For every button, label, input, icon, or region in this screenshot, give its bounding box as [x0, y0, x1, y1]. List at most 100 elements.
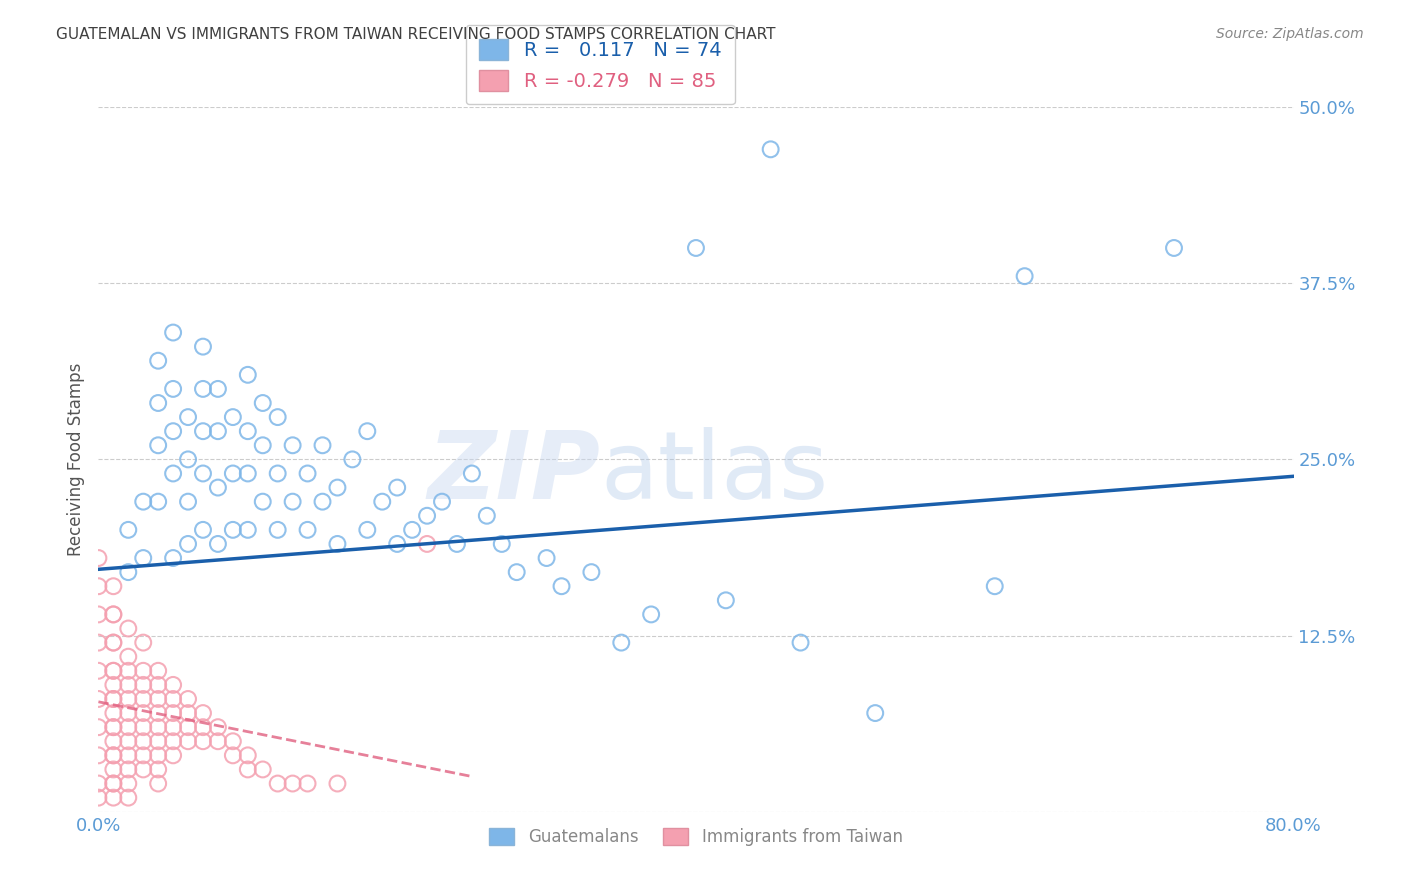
Text: atlas: atlas — [600, 427, 828, 519]
Point — [461, 467, 484, 481]
Point — [371, 494, 394, 508]
Point — [132, 551, 155, 566]
Point — [87, 579, 110, 593]
Point — [281, 438, 304, 452]
Point — [177, 720, 200, 734]
Point — [148, 353, 170, 368]
Point — [789, 635, 811, 649]
Point — [103, 734, 125, 748]
Point — [267, 467, 290, 481]
Point — [117, 734, 139, 748]
Text: Source: ZipAtlas.com: Source: ZipAtlas.com — [1216, 27, 1364, 41]
Point — [640, 607, 662, 622]
Point — [222, 410, 245, 425]
Point — [356, 523, 378, 537]
Point — [148, 720, 170, 734]
Point — [385, 537, 409, 551]
Point — [191, 382, 214, 396]
Point — [311, 494, 333, 508]
Point — [87, 664, 110, 678]
Point — [87, 776, 110, 790]
Point — [148, 494, 170, 508]
Legend: Guatemalans, Immigrants from Taiwan: Guatemalans, Immigrants from Taiwan — [482, 822, 910, 853]
Point — [103, 706, 125, 720]
Point — [267, 776, 290, 790]
Point — [103, 748, 125, 763]
Point — [148, 748, 170, 763]
Point — [103, 664, 125, 678]
Point — [148, 776, 170, 790]
Point — [87, 790, 110, 805]
Point — [87, 607, 110, 622]
Point — [148, 734, 170, 748]
Point — [236, 748, 259, 763]
Point — [1163, 241, 1185, 255]
Point — [506, 565, 529, 579]
Point — [342, 452, 364, 467]
Point — [103, 664, 125, 678]
Point — [984, 579, 1007, 593]
Point — [207, 537, 229, 551]
Point — [610, 635, 633, 649]
Point — [132, 635, 155, 649]
Point — [177, 494, 200, 508]
Point — [162, 551, 184, 566]
Point — [162, 720, 184, 734]
Point — [177, 734, 200, 748]
Point — [865, 706, 887, 720]
Point — [281, 776, 304, 790]
Text: ZIP: ZIP — [427, 427, 600, 519]
Point — [191, 706, 214, 720]
Point — [252, 763, 274, 777]
Point — [148, 664, 170, 678]
Point — [103, 692, 125, 706]
Point — [252, 438, 274, 452]
Point — [191, 424, 214, 438]
Point — [87, 748, 110, 763]
Point — [297, 776, 319, 790]
Point — [401, 523, 423, 537]
Point — [148, 396, 170, 410]
Point — [162, 382, 184, 396]
Point — [103, 763, 125, 777]
Point — [236, 763, 259, 777]
Point — [581, 565, 603, 579]
Point — [132, 678, 155, 692]
Point — [207, 382, 229, 396]
Point — [148, 678, 170, 692]
Point — [117, 649, 139, 664]
Point — [103, 790, 125, 805]
Point — [236, 523, 259, 537]
Point — [759, 142, 782, 156]
Point — [132, 692, 155, 706]
Point — [191, 734, 214, 748]
Point — [103, 748, 125, 763]
Point — [103, 720, 125, 734]
Point — [207, 424, 229, 438]
Point — [475, 508, 498, 523]
Point — [117, 706, 139, 720]
Point — [714, 593, 737, 607]
Point — [117, 678, 139, 692]
Point — [103, 776, 125, 790]
Point — [103, 678, 125, 692]
Point — [491, 537, 513, 551]
Point — [148, 763, 170, 777]
Point — [87, 720, 110, 734]
Point — [550, 579, 572, 593]
Point — [103, 579, 125, 593]
Point — [117, 565, 139, 579]
Point — [162, 748, 184, 763]
Point — [191, 340, 214, 354]
Point — [207, 720, 229, 734]
Point — [177, 706, 200, 720]
Point — [385, 481, 409, 495]
Point — [132, 720, 155, 734]
Point — [236, 467, 259, 481]
Point — [132, 748, 155, 763]
Point — [356, 424, 378, 438]
Point — [117, 692, 139, 706]
Point — [132, 664, 155, 678]
Y-axis label: Receiving Food Stamps: Receiving Food Stamps — [66, 363, 84, 556]
Point — [103, 607, 125, 622]
